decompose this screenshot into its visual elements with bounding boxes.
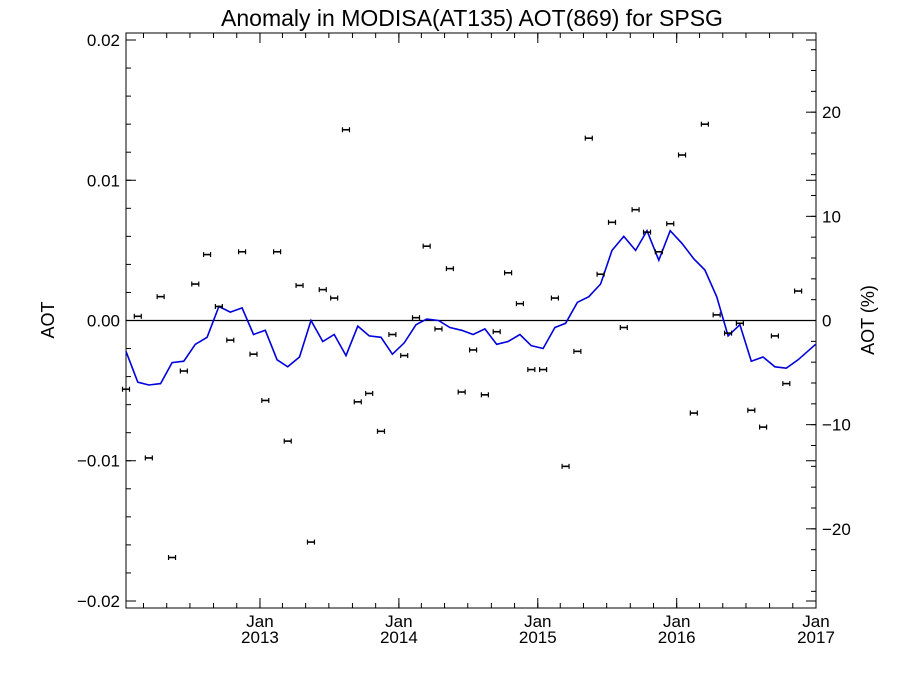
- data-point: [445, 266, 454, 272]
- x-tick-label-year: 2013: [241, 628, 279, 647]
- x-tick-label-year: 2016: [658, 628, 696, 647]
- data-point: [700, 121, 709, 127]
- x-tick-label-month: Jan: [385, 612, 412, 631]
- data-point: [794, 288, 803, 294]
- data-point: [202, 252, 212, 258]
- data-point: [295, 282, 304, 288]
- data-point: [272, 249, 282, 255]
- anomaly-points-series: [121, 121, 803, 561]
- y2-tick-label: −10: [822, 416, 851, 435]
- data-point: [341, 127, 351, 133]
- data-point: [306, 539, 316, 545]
- data-point: [121, 386, 131, 392]
- model-line-series: [125, 228, 817, 386]
- y2-tick-label: 20: [822, 103, 841, 122]
- data-point: [527, 367, 536, 373]
- data-point: [596, 271, 605, 277]
- data-point: [550, 295, 560, 301]
- data-point: [353, 399, 362, 405]
- data-point: [735, 320, 744, 326]
- x-tick-label-month: Jan: [802, 612, 829, 631]
- data-point: [457, 389, 466, 395]
- right-y-axis: 20 10 0 −10 −20: [806, 103, 851, 539]
- data-point: [156, 294, 165, 300]
- data-point: [654, 249, 663, 255]
- data-point: [573, 348, 582, 354]
- data-point: [283, 438, 292, 444]
- data-point: [515, 301, 525, 307]
- data-point: [677, 152, 687, 158]
- series-line: [125, 228, 817, 386]
- data-point: [689, 410, 698, 416]
- x-tick-label-year: 2017: [797, 628, 835, 647]
- data-point: [480, 392, 489, 398]
- y-tick-label: 0.01: [87, 171, 120, 190]
- data-point: [619, 325, 628, 331]
- data-point: [179, 368, 188, 374]
- y-tick-label: 0.02: [87, 31, 120, 50]
- y2-tick-label: 0: [822, 312, 831, 331]
- x-tick-label-month: Jan: [524, 612, 551, 631]
- data-point: [144, 455, 153, 461]
- data-point: [434, 326, 443, 332]
- data-point: [770, 333, 779, 339]
- data-point: [237, 249, 247, 255]
- data-point: [607, 219, 617, 225]
- x-tick-label-year: 2015: [519, 628, 557, 647]
- data-point: [666, 221, 675, 227]
- data-point: [561, 463, 570, 469]
- x-tick-label-month: Jan: [246, 612, 273, 631]
- data-point: [365, 390, 374, 396]
- data-point: [539, 367, 548, 373]
- data-point: [318, 287, 327, 293]
- data-point: [747, 407, 756, 413]
- data-point: [226, 337, 235, 343]
- y-tick-label: 0.00: [87, 312, 120, 331]
- y2-tick-label: −20: [822, 520, 851, 539]
- data-point: [261, 397, 270, 403]
- data-point: [400, 353, 409, 359]
- x-tick-label-year: 2014: [380, 628, 418, 647]
- data-point: [330, 295, 339, 301]
- data-point: [411, 315, 421, 321]
- data-point: [642, 229, 652, 235]
- data-point: [758, 424, 768, 430]
- x-tick-label-month: Jan: [663, 612, 690, 631]
- data-point: [492, 329, 501, 335]
- chart-title: Anomaly in MODISA(AT135) AOT(869) for SP…: [221, 5, 723, 31]
- data-point: [191, 281, 200, 287]
- data-point: [504, 270, 513, 276]
- y-tick-label: −0.01: [77, 452, 120, 471]
- data-point: [723, 330, 733, 336]
- y-tick-label: −0.02: [77, 592, 120, 611]
- data-point: [782, 381, 791, 387]
- minor-ticks: [126, 33, 816, 608]
- data-point: [422, 243, 431, 249]
- data-point: [388, 332, 397, 338]
- data-point: [133, 313, 142, 319]
- data-point: [214, 303, 223, 309]
- y-axis-title: AOT: [38, 301, 58, 338]
- left-y-axis: 0.02 0.01 0.00 −0.01 −0.02: [77, 31, 816, 611]
- y2-tick-label: 10: [822, 207, 841, 226]
- data-point: [584, 135, 593, 141]
- data-point: [376, 428, 386, 434]
- data-point: [249, 351, 258, 357]
- y2-axis-title: AOT (%): [858, 285, 878, 355]
- data-point: [712, 312, 721, 318]
- data-point: [167, 555, 177, 561]
- data-point: [631, 207, 640, 213]
- data-point: [468, 347, 478, 353]
